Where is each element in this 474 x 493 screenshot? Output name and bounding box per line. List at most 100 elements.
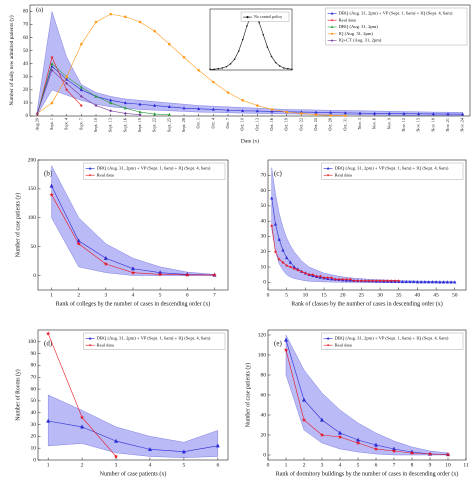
panel-label: (b) [44, 170, 53, 178]
marker [270, 55, 273, 58]
marker [300, 112, 303, 115]
marker [285, 110, 288, 114]
marker [50, 101, 54, 105]
marker [441, 280, 446, 284]
marker [213, 68, 215, 71]
marker [370, 278, 375, 283]
marker [449, 280, 453, 284]
x-tick-label: 2 [81, 462, 84, 468]
y-axis-label: Number of case patients (y) [14, 193, 21, 257]
legend-box [83, 332, 226, 350]
series-line [48, 420, 218, 453]
marker [45, 331, 51, 336]
marker [270, 108, 274, 111]
marker [181, 449, 186, 454]
marker [322, 275, 326, 280]
marker [209, 68, 211, 71]
marker [301, 417, 307, 422]
marker [50, 55, 54, 59]
marker [343, 111, 347, 115]
panel-label: (c) [274, 170, 282, 178]
marker [65, 88, 69, 92]
marker [138, 110, 142, 114]
x-axis-label: Date (x) [241, 137, 259, 144]
marker [65, 77, 69, 81]
marker [409, 450, 415, 455]
marker [168, 42, 171, 46]
legend-label: DBQ (Aug. 31, 2pm) [339, 24, 379, 30]
series-line [37, 65, 463, 115]
marker [138, 113, 142, 117]
x-axis-label: Number of case patients (x) [100, 470, 167, 477]
marker [292, 265, 296, 269]
y-tick-label: 100 [28, 339, 37, 345]
marker [445, 452, 451, 457]
x-tick-label: 5 [357, 462, 360, 468]
marker [314, 274, 319, 278]
x-tick-label: 2 [77, 292, 80, 298]
marker [211, 107, 215, 111]
legend-box [240, 11, 290, 22]
marker [352, 278, 356, 283]
marker [270, 109, 274, 113]
marker [412, 279, 416, 284]
marker [182, 55, 186, 59]
marker [278, 65, 281, 67]
y-tick-label: 80 [31, 363, 37, 369]
marker [197, 69, 200, 72]
x-tick-label: 0 [267, 292, 270, 298]
marker [157, 272, 163, 277]
x-tick-label: 5 [159, 292, 162, 298]
marker [367, 278, 371, 283]
marker [79, 85, 83, 89]
legend-label: DBQ (Aug. 31, 2pm) + VP (Sept. 1, 6am) +… [97, 335, 211, 341]
x-axis-label: Rank of classes by the number of cases i… [291, 300, 442, 307]
marker [274, 61, 277, 64]
marker [333, 277, 337, 281]
marker [311, 272, 315, 277]
marker [338, 430, 342, 435]
x-tick-label: Sept. 16 [122, 117, 127, 132]
marker [373, 446, 379, 451]
marker [299, 269, 304, 274]
series-line [285, 349, 449, 455]
marker [288, 265, 293, 269]
legend-box [321, 162, 464, 180]
legend-label: Real data [335, 342, 352, 347]
marker [79, 94, 83, 98]
marker [318, 274, 323, 278]
marker [446, 112, 450, 116]
marker [246, 25, 248, 27]
marker [303, 271, 308, 275]
marker [80, 424, 85, 429]
marker [288, 260, 293, 264]
legend-box [325, 7, 468, 46]
marker [402, 111, 406, 115]
marker [434, 280, 438, 284]
marker [212, 80, 215, 84]
legend-label: IQ (Aug. 31, 2pm) [339, 31, 374, 37]
marker [320, 417, 324, 422]
x-tick-label: Sept. 22 [152, 118, 157, 132]
y-tick-label: 100 [28, 215, 37, 221]
x-tick-label: Sept. 1 [49, 118, 54, 130]
legend-label: Real data [335, 172, 352, 177]
marker [49, 183, 54, 188]
y-tick-label: 50 [23, 49, 29, 54]
y-tick-label: 0 [263, 452, 266, 458]
legend-label: No control policy [254, 14, 282, 19]
series-line [37, 56, 82, 115]
marker [348, 277, 352, 281]
marker [277, 257, 281, 261]
marker [387, 111, 391, 115]
x-tick-label: 40 [415, 292, 421, 298]
x-tick-label: 9 [429, 462, 432, 468]
marker [109, 12, 112, 16]
x-tick-label: 3 [115, 462, 118, 468]
x-tick-label: 3 [104, 292, 107, 298]
y-tick-label: 90 [31, 351, 37, 357]
x-tick-label: Sept. 25 [166, 118, 171, 132]
x-tick-label: 1 [50, 292, 53, 298]
x-tick-label: 5 [285, 292, 288, 298]
